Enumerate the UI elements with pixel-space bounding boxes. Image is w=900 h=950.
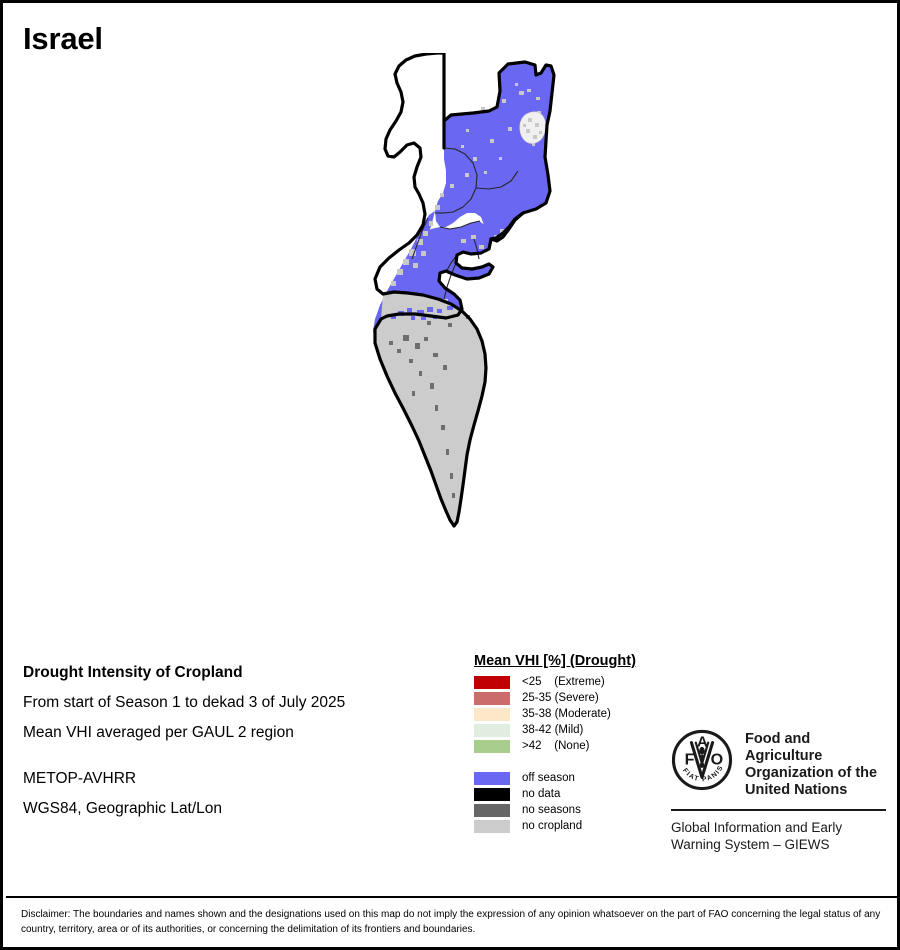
legend-swatch-severe — [474, 691, 510, 705]
fao-system-line-1: Global Information and Early — [671, 820, 843, 835]
fao-org-line-1: Food and Agriculture — [745, 731, 823, 764]
map-canvas — [3, 53, 897, 643]
map-info-block: Drought Intensity of Cropland From start… — [23, 658, 453, 824]
border-dead-sea-notch — [489, 211, 525, 243]
legend-row-no-cropland: no cropland — [474, 818, 684, 834]
legend-label-severe: 25-35 (Severe) — [522, 692, 599, 704]
legend-swatch-extreme — [474, 675, 510, 689]
fao-org-line-2: Organization of the — [745, 765, 878, 781]
fao-system-line-2: Warning System – GIEWS — [671, 837, 830, 852]
legend-spacer — [474, 754, 684, 770]
legend-swatch-none — [474, 739, 510, 753]
info-projection: WGS84, Geographic Lat/Lon — [23, 800, 223, 817]
legend-title: Mean VHI [%] (Drought) — [474, 653, 636, 669]
legend-row-none: >42 (None) — [474, 738, 684, 754]
info-metric: Mean VHI averaged per GAUL 2 region — [23, 724, 294, 741]
legend-label-none: >42 (None) — [522, 740, 590, 752]
legend-swatch-no-data — [474, 787, 510, 801]
map-legend: Mean VHI [%] (Drought) <25 (Extreme) 25-… — [474, 653, 684, 834]
legend-label-no-data: no data — [522, 788, 561, 800]
admin-boundaries — [411, 147, 519, 300]
legend-row-extreme: <25 (Extreme) — [474, 674, 684, 690]
disclaimer-text: Disclaimer: The boundaries and names sho… — [21, 909, 881, 935]
legend-row-no-seasons: no seasons — [474, 802, 684, 818]
legend-swatch-no-seasons — [474, 803, 510, 817]
info-spacer — [23, 748, 453, 764]
region-off-season-north — [435, 62, 554, 239]
fao-org-line-3: United Nations — [745, 782, 848, 798]
legend-swatch-no-cropland — [474, 819, 510, 833]
legend-label-no-cropland: no cropland — [522, 820, 583, 832]
page-title: Israel — [23, 21, 103, 56]
legend-label-moderate: 35-38 (Moderate) — [522, 708, 611, 720]
fao-system-name: Global Information and Early Warning Sys… — [671, 819, 886, 853]
legend-swatch-mild — [474, 723, 510, 737]
legend-label-extreme: <25 (Extreme) — [522, 676, 605, 688]
svg-text:A: A — [697, 734, 708, 750]
raster-speckle-no-seasons — [389, 315, 470, 498]
svg-text:O: O — [711, 750, 724, 768]
legend-label-no-seasons: no seasons — [522, 804, 581, 816]
legend-row-no-data: no data — [474, 786, 684, 802]
sea-of-galilee — [519, 111, 546, 144]
fao-branding-block: F A O FIAT PANIS Food and Agriculture Or… — [671, 729, 886, 853]
country-border — [373, 53, 556, 528]
info-period: From start of Season 1 to dekad 3 of Jul… — [23, 694, 346, 711]
legend-label-off-season: off season — [522, 772, 575, 784]
sea-of-galilee-texture — [523, 118, 542, 139]
legend-row-mild: 38-42 (Mild) — [474, 722, 684, 738]
svg-text:F: F — [685, 750, 695, 768]
info-sensor: METOP-AVHRR — [23, 770, 137, 787]
legend-row-severe: 25-35 (Severe) — [474, 690, 684, 706]
fao-logo-icon: F A O FIAT PANIS — [671, 729, 733, 796]
israel-map — [373, 53, 556, 528]
legend-label-mild: 38-42 (Mild) — [522, 724, 584, 736]
fao-divider — [671, 809, 886, 811]
info-heading: Drought Intensity of Cropland — [23, 664, 243, 681]
region-no-cropland-negev — [375, 292, 486, 526]
legend-row-moderate: 35-38 (Moderate) — [474, 706, 684, 722]
legend-swatch-moderate — [474, 707, 510, 721]
disclaimer-divider — [6, 896, 897, 898]
legend-swatch-off-season — [474, 771, 510, 785]
fao-organization-name: Food and Agriculture Organization of the… — [745, 729, 886, 799]
legend-row-off-season: off season — [474, 770, 684, 786]
